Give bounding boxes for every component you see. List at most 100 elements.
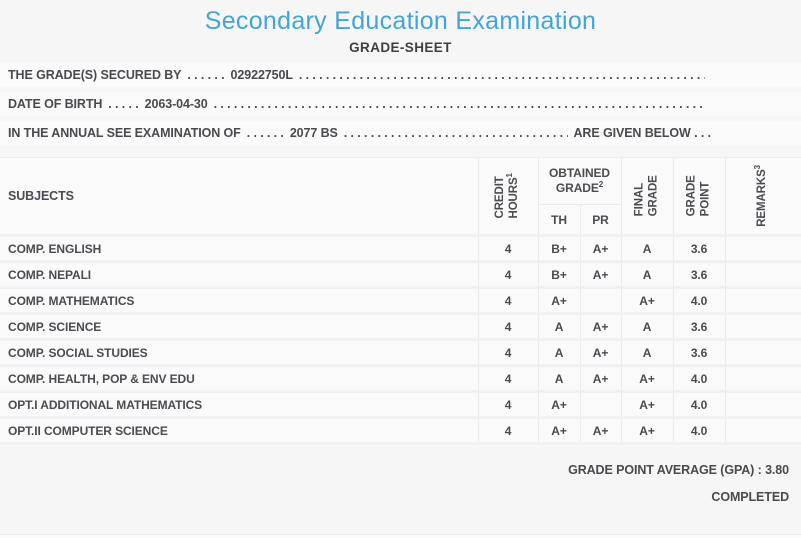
final-grade-cell: A+ (620, 417, 674, 445)
th-grade-cell: A (537, 339, 580, 367)
pr-grade-cell: A+ (579, 235, 622, 263)
th-grade-cell: B+ (537, 235, 580, 263)
remarks-cell (724, 365, 801, 393)
table-row: COMP. ENGLISH 4 B+ A+ A 3.6 (0, 235, 801, 263)
info-dots: . . . . . . (187, 68, 225, 82)
remarks-cell (724, 261, 801, 289)
grade-point-cell: 4.0 (672, 391, 726, 419)
grade-point-cell: 4.0 (672, 365, 726, 393)
credit-hours-cell: 4 (477, 417, 538, 445)
credit-hours-cell: 4 (477, 287, 538, 315)
page-title: Secondary Education Examination (204, 7, 597, 35)
th-grade-cell: A (537, 313, 580, 341)
info-dots: . . . . . . (246, 126, 284, 140)
final-grade-cell: A+ (620, 391, 674, 419)
remarks-cell (724, 339, 801, 367)
final-grade-cell: A (620, 235, 674, 263)
table-row: OPT.II COMPUTER SCIENCE 4 A+ A+ A+ 4.0 (0, 417, 801, 445)
credit-hours-cell: 4 (477, 313, 538, 341)
credit-hours-cell: 4 (477, 365, 538, 393)
info-line-grades-secured-by: THE GRADE(S) SECURED BY . . . . . . 0292… (0, 63, 801, 87)
th-grade-cell: A+ (537, 287, 580, 315)
final-grade-cell: A (620, 339, 674, 367)
pr-grade-cell (579, 391, 622, 419)
date-of-birth-value: 2063-04-30 (144, 97, 208, 111)
final-grade-cell: A+ (620, 365, 674, 393)
footnote-1: 1 (505, 173, 515, 178)
pr-grade-cell: A+ (579, 365, 622, 393)
gpa-value: 3.80 (765, 463, 789, 477)
credit-hours-cell: 4 (477, 261, 538, 289)
info-line-date-of-birth: DATE OF BIRTH . . . . . 2063-04-30 . . .… (0, 92, 801, 116)
remarks-cell (724, 391, 801, 419)
table-row: COMP. NEPALI 4 B+ A+ A 3.6 (0, 261, 801, 289)
remarks-cell (724, 417, 801, 445)
final-grade-cell: A (620, 261, 674, 289)
gpa-line: GRADE POINT AVERAGE (GPA) : 3.80 (0, 463, 789, 477)
theory-subheader: TH (537, 204, 580, 237)
obtained-grade-header: OBTAINED GRADE2 (537, 156, 622, 206)
footnote-2: 2 (598, 180, 604, 190)
credit-hours-cell: 4 (477, 235, 538, 263)
table-row: COMP. MATHEMATICS 4 A+ A+ 4.0 (0, 287, 801, 315)
remarks-cell (724, 287, 801, 315)
footnote-3: 3 (753, 165, 763, 170)
subjects-header: SUBJECTS (0, 157, 478, 237)
pr-grade-cell: A+ (579, 339, 622, 367)
pr-grade-cell: A+ (579, 313, 622, 341)
subject-cell: COMP. ENGLISH (0, 235, 478, 263)
final-grade-header: FINAL GRADE (620, 157, 674, 237)
remarks-cell (724, 313, 801, 341)
info-line-examination-year: IN THE ANNUAL SEE EXAMINATION OF . . . .… (0, 121, 801, 145)
remarks-cell (724, 235, 801, 263)
grade-point-cell: 3.6 (672, 313, 726, 341)
info-fill-dots: . . . . . . . . . . . . . . . . . . . . … (213, 97, 705, 111)
th-grade-cell: B+ (537, 261, 580, 289)
th-grade-cell: A (537, 365, 580, 393)
pr-grade-cell: A+ (579, 417, 622, 445)
table-row: OPT.I ADDITIONAL MATHEMATICS 4 A+ A+ 4.0 (0, 391, 801, 419)
pr-grade-cell: A+ (579, 261, 622, 289)
practical-subheader: PR (579, 204, 622, 237)
grade-point-cell: 3.6 (672, 339, 726, 367)
subject-cell: OPT.I ADDITIONAL MATHEMATICS (0, 391, 478, 419)
info-label: IN THE ANNUAL SEE EXAMINATION OF (8, 126, 241, 140)
table-row: COMP. HEALTH, POP & ENV EDU 4 A A+ A+ 4.… (0, 365, 801, 393)
th-grade-cell: A+ (537, 391, 580, 419)
subject-cell: OPT.II COMPUTER SCIENCE (0, 417, 478, 445)
results-footer: GRADE POINT AVERAGE (GPA) : 3.80 COMPLET… (0, 463, 801, 504)
bottom-divider (0, 534, 801, 538)
exam-year-value: 2077 BS (289, 126, 338, 140)
candidate-info-section: THE GRADE(S) SECURED BY . . . . . . 0292… (0, 63, 801, 145)
pr-grade-cell (579, 287, 622, 315)
info-fill-dots: . . . . . . . . . . . . . . . . . . . . … (298, 68, 705, 82)
completion-status: COMPLETED (711, 490, 789, 504)
table-row: COMP. SOCIAL STUDIES 4 A A+ A 3.6 (0, 339, 801, 367)
grade-point-cell: 4.0 (672, 417, 726, 445)
grades-table-body: COMP. ENGLISH 4 B+ A+ A 3.6 COMP. NEPALI… (0, 235, 801, 445)
gpa-label: GRADE POINT AVERAGE (GPA) : (568, 463, 762, 477)
remarks-header: REMARKS3 (724, 157, 801, 237)
subject-cell: COMP. SCIENCE (0, 313, 478, 341)
info-label: DATE OF BIRTH (8, 97, 103, 111)
subject-cell: COMP. SOCIAL STUDIES (0, 339, 478, 367)
grade-point-cell: 3.6 (672, 261, 726, 289)
credit-hours-header: CREDIT HOURS1 (477, 157, 538, 237)
info-suffix: ARE GIVEN BELOW . . . (573, 126, 712, 140)
info-label: THE GRADE(S) SECURED BY (8, 68, 182, 82)
info-fill-dots: . . . . . . . . . . . . . . . . . . . . … (343, 126, 568, 140)
grade-point-header: GRADE POINT (672, 157, 726, 237)
grades-table: SUBJECTS CREDIT HOURS1 OBTAINED GRADE2 F… (0, 156, 801, 445)
th-grade-cell: A+ (537, 417, 580, 445)
symbol-number-value: 02922750L (230, 68, 293, 82)
grade-point-cell: 4.0 (672, 287, 726, 315)
final-grade-cell: A+ (620, 287, 674, 315)
subject-cell: COMP. NEPALI (0, 261, 478, 289)
credit-hours-cell: 4 (477, 339, 538, 367)
grades-table-header: SUBJECTS CREDIT HOURS1 OBTAINED GRADE2 F… (0, 156, 801, 237)
table-row: COMP. SCIENCE 4 A A+ A 3.6 (0, 313, 801, 341)
credit-hours-cell: 4 (477, 391, 538, 419)
info-dots: . . . . . (108, 97, 139, 111)
final-grade-cell: A (620, 313, 674, 341)
grade-sheet-heading: GRADE-SHEET (349, 40, 452, 55)
